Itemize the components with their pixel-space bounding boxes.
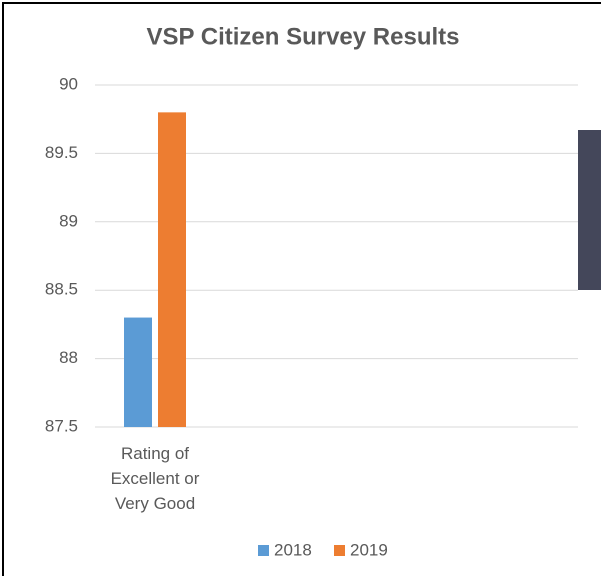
legend-swatch: [258, 545, 269, 556]
y-tick-label: 89: [59, 211, 78, 230]
y-tick-label: 88.5: [45, 280, 78, 299]
legend-label: 2019: [350, 540, 388, 559]
bar: [124, 317, 152, 427]
bar: [158, 112, 186, 428]
y-tick-label: 88: [59, 348, 78, 367]
side-panel: [578, 130, 601, 290]
legend-swatch: [334, 545, 345, 556]
y-tick-label: 87.5: [45, 416, 78, 435]
legend-label: 2018: [274, 540, 312, 559]
y-tick-label: 89.5: [45, 143, 78, 162]
chart-title: VSP Citizen Survey Results: [146, 23, 459, 50]
y-tick-label: 90: [59, 74, 78, 93]
x-tick-label: Rating of Excellent or Very Good: [110, 444, 200, 513]
